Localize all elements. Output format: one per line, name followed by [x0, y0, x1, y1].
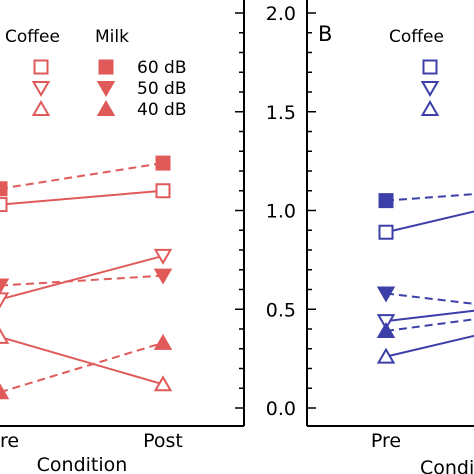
panel-b-label: B — [318, 22, 332, 46]
panel-b-series-line-1 — [385, 210, 474, 234]
legend-b-header-coffee: Coffee — [389, 27, 444, 47]
panel-b-legend: Coffee — [389, 27, 444, 116]
panel-b-series-line-4 — [385, 318, 474, 332]
panel-a-series-2-point-pre — [0, 292, 10, 309]
panel-b-series-line-5 — [385, 334, 474, 358]
legend-a-level-40: 40 dB — [137, 100, 187, 120]
legend-a-coffee-marker-1 — [31, 81, 51, 98]
panel-b-series-3-point-pre — [376, 314, 396, 331]
panel-b-y-tick-label: 2.0 — [266, 3, 296, 25]
panel-a-x-axis-title: Condition — [37, 454, 128, 474]
panel-a-category-pre: re — [0, 430, 19, 452]
panel-a-series-4-point-pre — [0, 327, 10, 344]
panel-a-series-3-point-pre — [0, 278, 10, 295]
panel-b-series-1-point-pre — [378, 224, 394, 240]
panel-a-series-4-point-post — [153, 375, 173, 392]
legend-a-level-60: 60 dB — [137, 58, 187, 78]
panel-b-y-tick-label: 0.0 — [266, 398, 296, 420]
legend-b-coffee-marker-0 — [422, 59, 438, 75]
panel-a-series-line-2 — [0, 254, 164, 301]
panel-b-series-4-point-pre — [376, 321, 396, 338]
panel-b-series-5-point-pre — [376, 347, 396, 364]
panel-b-x-axis-title: Condition — [420, 457, 474, 474]
panel-a-series-line-1 — [0, 162, 164, 190]
panel-a-series-1-point-pre — [0, 181, 8, 197]
legend-a-coffee-marker-0 — [33, 59, 49, 75]
legend-a-level-50: 50 dB — [137, 79, 187, 99]
panel-a-series-1-point-post — [155, 155, 171, 171]
panel-b-series-line-0 — [385, 193, 474, 202]
legend-a-milk-marker-2 — [96, 99, 116, 116]
panel-a-series-line-4 — [0, 335, 164, 386]
legend-a-header-coffee: Coffee — [5, 27, 60, 47]
panel-b-series-2-point-pre — [376, 286, 396, 303]
panel-b-series-line-2 — [385, 292, 474, 305]
panel-a-series-line-3 — [0, 274, 164, 287]
panel-a-series-5-point-pre — [0, 383, 10, 400]
panel-a-legend: Coffee Milk 60 dB 50 dB 40 dB — [5, 27, 187, 120]
panel-b-series-line-3 — [385, 309, 474, 323]
panel-a-series-0-point-post — [155, 183, 171, 199]
panel-b-ticks: 0.0 0.5 1.0 1.5 2.0 — [266, 3, 316, 420]
panel-b-y-tick-label: 0.5 — [266, 299, 296, 321]
panel-a-series-line-0 — [0, 189, 164, 206]
legend-a-milk-marker-1 — [96, 81, 116, 98]
panel-a-series — [0, 155, 173, 400]
panel-b-series — [376, 193, 474, 364]
panel-a-series-5-point-post — [153, 333, 173, 350]
panel-a-series-3-point-post — [153, 268, 173, 285]
panel-a-series-2-point-post — [153, 248, 173, 265]
legend-a-coffee-marker-2 — [31, 99, 51, 116]
panel-a-category-post: Post — [143, 430, 183, 452]
panel-a-series-line-5 — [0, 341, 164, 394]
legend-b-coffee-marker-2 — [420, 99, 440, 116]
panel-b-y-tick-label: 1.0 — [266, 201, 296, 223]
panel-b-y-tick-label: 1.5 — [266, 102, 296, 124]
panel-a-series-0-point-pre — [0, 197, 8, 213]
panel-b-category-pre: Pre — [371, 430, 401, 452]
legend-a-header-milk: Milk — [95, 27, 129, 47]
panel-a-ticks — [235, 12, 244, 409]
legend-b-coffee-marker-1 — [420, 81, 440, 98]
legend-a-milk-marker-0 — [98, 59, 114, 75]
panel-b-series-0-point-pre — [378, 193, 394, 209]
